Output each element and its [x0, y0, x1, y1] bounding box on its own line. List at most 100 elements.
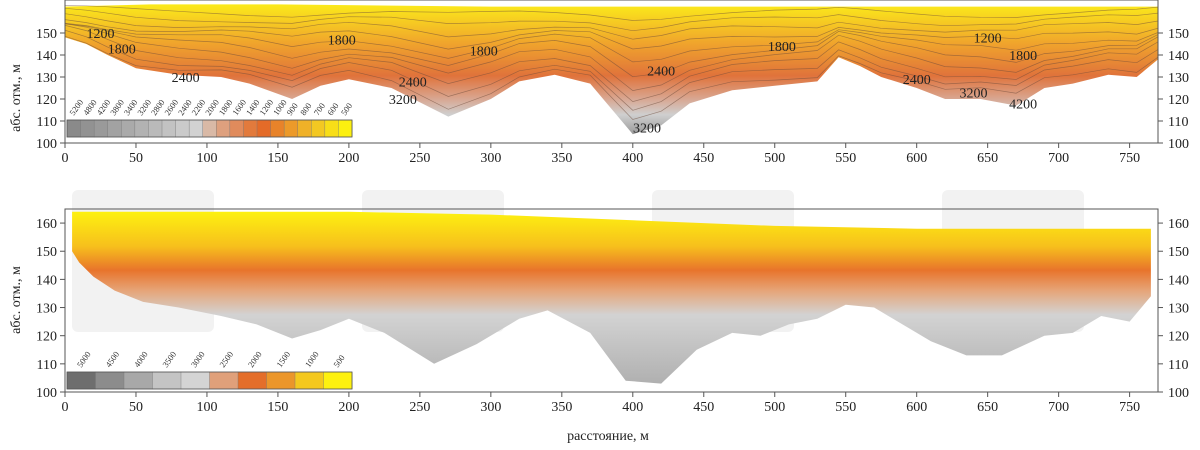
colorbar-swatch — [237, 371, 267, 390]
y-tick-label-right: 130 — [1168, 302, 1189, 317]
y-tick-label: 150 — [36, 245, 57, 260]
y-tick-label: 110 — [37, 115, 57, 130]
x-tick-label: 250 — [409, 400, 430, 415]
contour-label: 1800 — [470, 45, 498, 60]
x-tick-label: 150 — [267, 151, 288, 166]
colorbar-frame — [66, 119, 353, 138]
section-field — [65, 4, 1158, 135]
panel1-colorbar: 5200480042003800340032002800260024002200… — [66, 97, 355, 138]
colorbar-swatch — [256, 119, 272, 138]
section-field — [72, 211, 1151, 384]
x-tick-label: 550 — [835, 151, 856, 166]
y-tick-label-right: 120 — [1168, 330, 1189, 345]
colorbar-tick-label: 4500 — [103, 349, 121, 369]
y-tick-label-right: 100 — [1168, 137, 1189, 152]
x-tick-label: 550 — [835, 400, 856, 415]
colorbar-swatch — [180, 371, 210, 390]
colorbar-tick-label: 600 — [325, 101, 341, 117]
panel2-colorbar: 5000 4500 4000 3500 3000 2500 2000 1500 1000 500 — [66, 349, 353, 390]
x-tick-label: 750 — [1119, 400, 1140, 415]
y-tick-label-right: 100 — [1168, 386, 1189, 401]
contour-label: 3200 — [633, 122, 661, 137]
x-tick-label: 150 — [267, 400, 288, 415]
panel1-field — [65, 4, 1158, 135]
x-axis-title: расстояние, м — [567, 429, 649, 444]
x-tick-label: 200 — [338, 151, 359, 166]
y-tick-label: 140 — [36, 49, 57, 64]
panel1-y-axis-title: абс. отм., м — [9, 64, 24, 132]
colorbar-tick-label: 800 — [298, 101, 314, 117]
plot-frame — [64, 0, 1159, 144]
y-tick-label: 120 — [36, 93, 57, 108]
y-tick-label-right: 140 — [1168, 273, 1189, 288]
colorbar-swatch — [134, 119, 149, 138]
contour-line — [65, 23, 1158, 91]
contour-line — [65, 35, 1158, 120]
colorbar-swatch — [80, 119, 95, 138]
panel2-axes: 0 50 100 150 200 250 300 350 400 450 500 550 600 650 7… — [36, 208, 1189, 415]
colorbar-swatch — [311, 119, 326, 138]
colorbar-swatch — [324, 119, 339, 138]
x-tick-label: 50 — [129, 151, 143, 166]
colorbar-swatch — [93, 119, 109, 138]
colorbar-swatch — [202, 119, 217, 138]
contour-label: 2400 — [903, 73, 931, 88]
colorbar-swatch — [270, 119, 285, 138]
colorbar-swatch — [123, 371, 153, 390]
panel2-y-axis-title: абс. отм., м — [9, 266, 24, 334]
contour-label: 1800 — [108, 42, 136, 57]
colorbar-swatch — [121, 119, 136, 138]
y-tick-label-right: 130 — [1168, 71, 1189, 86]
x-tick-label: 200 — [338, 400, 359, 415]
colorbar-tick-label: 3500 — [160, 349, 178, 369]
contour-line — [65, 7, 1158, 32]
y-tick-label-right: 150 — [1168, 27, 1189, 42]
colorbar-swatch — [297, 119, 312, 138]
colorbar-swatch — [323, 371, 353, 390]
y-tick-label-right: 140 — [1168, 49, 1189, 64]
contour-line — [65, 23, 1158, 78]
contour-label: 2400 — [172, 71, 200, 86]
contour-label: 1200 — [974, 31, 1002, 46]
contour-line — [65, 22, 1158, 63]
colorbar-tick-label: 500 — [331, 353, 347, 369]
y-tick-label: 140 — [36, 273, 57, 288]
y-tick-label: 160 — [36, 217, 57, 232]
y-tick-label-right: 120 — [1168, 93, 1189, 108]
panel2-field — [72, 211, 1151, 384]
contour-label: 1200 — [86, 27, 114, 42]
colorbar-tick-label: 2000 — [246, 349, 264, 369]
colorbar-swatch — [148, 119, 163, 138]
colorbar-swatch — [107, 119, 122, 138]
x-tick-label: 700 — [1048, 151, 1069, 166]
colorbar-tick-label: 1000 — [303, 349, 321, 369]
colorbar-swatch — [294, 371, 324, 390]
x-tick-label: 0 — [62, 400, 69, 415]
x-tick-label: 400 — [622, 400, 643, 415]
x-tick-label: 600 — [906, 151, 927, 166]
contour-line — [65, 29, 1158, 111]
x-tick-label: 300 — [480, 151, 501, 166]
colorbar-swatch — [175, 119, 190, 138]
x-tick-label: 650 — [977, 400, 998, 415]
colorbar-swatch — [66, 119, 82, 138]
x-tick-label: 450 — [693, 151, 714, 166]
colorbar-tick-label: 700 — [312, 101, 328, 117]
y-tick-label: 120 — [36, 330, 57, 345]
colorbar-swatch — [66, 371, 96, 390]
colorbar-swatch — [266, 371, 296, 390]
y-tick-label-right: 160 — [1168, 217, 1189, 232]
contour-line — [65, 25, 1158, 102]
colorbar-tick-label: 2500 — [217, 349, 235, 369]
x-tick-label: 750 — [1119, 151, 1140, 166]
colorbar-tick-label: 1500 — [274, 349, 292, 369]
colorbar-tick-label: 500 — [339, 101, 355, 117]
contour-line — [65, 13, 1158, 40]
colorbar-swatch — [283, 119, 299, 138]
x-tick-label: 400 — [622, 151, 643, 166]
y-tick-label-right: 150 — [1168, 245, 1189, 260]
colorbar-tick-label: 5000 — [75, 349, 93, 369]
y-tick-label-right: 110 — [1168, 115, 1188, 130]
x-tick-label: 450 — [693, 400, 714, 415]
